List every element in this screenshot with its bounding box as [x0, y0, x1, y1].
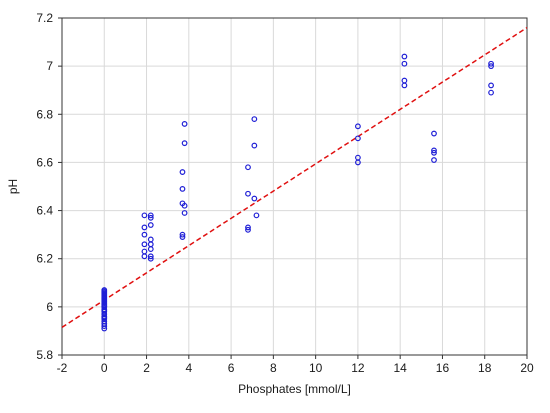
x-tick-label: 10 [309, 361, 323, 375]
x-tick-label: 0 [101, 361, 108, 375]
y-tick-label: 7 [46, 59, 53, 73]
data-point [401, 53, 408, 60]
trend-line [61, 26, 528, 328]
trend-line-group [61, 26, 528, 328]
data-point [245, 164, 251, 171]
data-point [488, 63, 494, 70]
x-tick-label: 12 [351, 361, 365, 375]
y-tick-label: 6.4 [36, 204, 53, 218]
y-tick-label: 6 [46, 300, 53, 314]
data-point [181, 210, 188, 216]
data-point [181, 140, 188, 147]
data-points [101, 53, 494, 332]
data-point [101, 307, 108, 314]
data-point [181, 202, 188, 209]
data-point [141, 212, 148, 219]
data-point [355, 123, 361, 130]
data-point [251, 116, 258, 122]
data-point [251, 195, 258, 202]
data-point [431, 130, 437, 137]
data-point [245, 224, 251, 231]
data-point [253, 212, 260, 219]
y-tick-label: 5.8 [36, 348, 53, 362]
x-tick-label: 14 [394, 361, 408, 375]
data-point [488, 60, 494, 67]
data-point [245, 190, 251, 197]
x-axis-title: Phosphates [mmol/L] [238, 382, 351, 396]
data-point [147, 222, 154, 228]
data-point [147, 246, 154, 252]
data-point [141, 253, 148, 260]
data-point [488, 82, 494, 89]
data-point [147, 255, 154, 262]
y-tick-label: 7.2 [36, 11, 53, 25]
data-point [101, 303, 108, 310]
data-point [147, 253, 154, 260]
data-point [355, 159, 361, 166]
x-tick-label: 2 [143, 361, 150, 375]
y-axis-title: pH [6, 179, 20, 194]
plot-area-frame [61, 17, 528, 356]
x-tick-label: 16 [436, 361, 450, 375]
x-tick-label: 18 [478, 361, 492, 375]
y-tick-label: 6.6 [36, 155, 53, 169]
data-point [355, 135, 361, 142]
data-point [181, 121, 188, 127]
x-tick-label: -2 [57, 361, 68, 375]
data-point [179, 231, 186, 238]
data-point [401, 82, 408, 89]
data-point [179, 186, 186, 192]
data-point [141, 241, 148, 248]
data-point [147, 214, 154, 221]
axis-ticks: -2 0 2 4 6 8 10 12 14 16 18 20 5.8 6 6.2 6.4 6.6 6.8 7 7.2 [36, 11, 534, 375]
data-point [251, 142, 258, 149]
y-tick-label: 6.8 [36, 107, 53, 121]
x-tick-label: 6 [228, 361, 235, 375]
data-point [101, 314, 108, 321]
data-point [179, 169, 186, 175]
data-point [431, 149, 437, 156]
data-point [179, 234, 186, 240]
data-point [147, 212, 154, 219]
y-tick-label: 6.2 [36, 252, 53, 266]
data-point [431, 147, 437, 154]
x-tick-label: 20 [520, 361, 534, 375]
data-point [431, 157, 437, 163]
data-point [101, 287, 108, 293]
data-point [245, 226, 251, 233]
x-tick-label: 4 [185, 361, 192, 375]
data-point [141, 231, 148, 238]
data-point [141, 224, 148, 231]
data-point [488, 89, 494, 96]
x-tick-label: 8 [270, 361, 277, 375]
data-point [401, 60, 408, 67]
